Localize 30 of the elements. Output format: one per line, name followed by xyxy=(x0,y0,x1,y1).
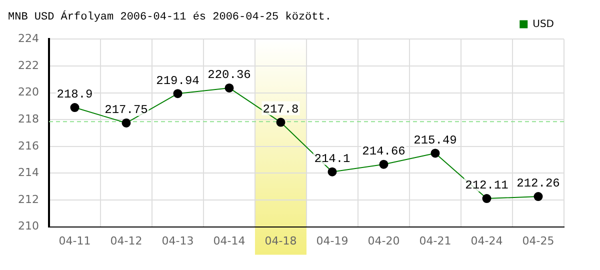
x-tick-label: 04-20 xyxy=(368,234,400,248)
y-tick-label: 220 xyxy=(18,86,39,99)
x-tick-label: 04-11 xyxy=(58,234,91,248)
y-tick-label: 218 xyxy=(18,112,39,126)
x-tick-label: 04-24 xyxy=(470,234,503,248)
y-tick-label: 224 xyxy=(18,32,39,46)
x-tick-label: 04-14 xyxy=(213,234,246,248)
x-tick-label: 04-13 xyxy=(162,234,194,248)
data-label: 215.49 xyxy=(414,133,457,148)
y-tick-label: 212 xyxy=(18,192,39,206)
legend-label: USD xyxy=(532,18,554,30)
x-tick-label: 04-18 xyxy=(264,234,297,248)
data-label: 212.11 xyxy=(465,178,508,193)
x-tick-label: 04-21 xyxy=(419,234,452,248)
x-tick-label: 04-12 xyxy=(110,234,142,248)
data-label: 218.9 xyxy=(56,88,93,102)
x-tick-label: 04-19 xyxy=(316,234,348,248)
y-tick-label: 216 xyxy=(18,139,39,152)
data-label: 217.75 xyxy=(104,103,148,118)
data-label: 214.66 xyxy=(362,144,406,159)
y-tick-label: 214 xyxy=(18,166,39,180)
x-tick-label: 04-25 xyxy=(522,234,554,248)
data-label: 219.94 xyxy=(156,74,200,88)
data-label: 217.8 xyxy=(262,102,299,116)
data-label: 220.36 xyxy=(208,68,251,82)
y-tick-label: 222 xyxy=(18,58,39,72)
y-tick-label: 210 xyxy=(18,220,39,233)
chart-title: MNB USD Árfolyam 2006-04-11 és 2006-04-25 között. xyxy=(8,10,332,24)
data-label: 214.1 xyxy=(314,152,350,166)
data-label: 212.26 xyxy=(516,176,560,191)
